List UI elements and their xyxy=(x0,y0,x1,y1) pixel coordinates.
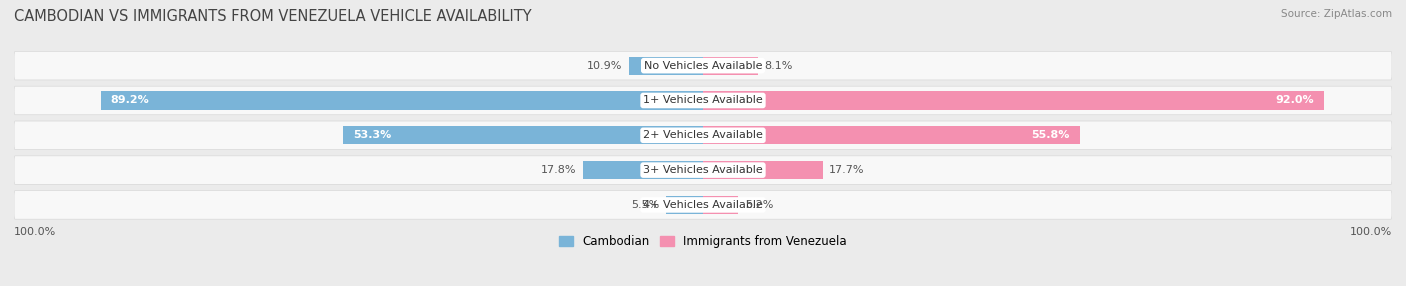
Text: 89.2%: 89.2% xyxy=(111,96,149,106)
FancyBboxPatch shape xyxy=(14,156,1392,184)
Bar xyxy=(100,92,703,110)
Bar xyxy=(703,126,1080,144)
FancyBboxPatch shape xyxy=(14,191,1392,219)
Text: 5.2%: 5.2% xyxy=(745,200,773,210)
Bar xyxy=(703,196,738,214)
Text: 3+ Vehicles Available: 3+ Vehicles Available xyxy=(643,165,763,175)
Text: 55.8%: 55.8% xyxy=(1032,130,1070,140)
Text: 5.5%: 5.5% xyxy=(631,200,659,210)
Text: 17.8%: 17.8% xyxy=(540,165,576,175)
FancyBboxPatch shape xyxy=(14,51,1392,80)
Legend: Cambodian, Immigrants from Venezuela: Cambodian, Immigrants from Venezuela xyxy=(554,230,852,253)
Text: 4+ Vehicles Available: 4+ Vehicles Available xyxy=(643,200,763,210)
Text: 8.1%: 8.1% xyxy=(765,61,793,71)
Text: CAMBODIAN VS IMMIGRANTS FROM VENEZUELA VEHICLE AVAILABILITY: CAMBODIAN VS IMMIGRANTS FROM VENEZUELA V… xyxy=(14,9,531,23)
FancyBboxPatch shape xyxy=(14,86,1392,115)
Bar xyxy=(666,196,703,214)
FancyBboxPatch shape xyxy=(14,121,1392,150)
Bar xyxy=(630,57,703,75)
Text: 1+ Vehicles Available: 1+ Vehicles Available xyxy=(643,96,763,106)
Text: Source: ZipAtlas.com: Source: ZipAtlas.com xyxy=(1281,9,1392,19)
Bar xyxy=(703,57,758,75)
Text: 92.0%: 92.0% xyxy=(1275,96,1315,106)
Text: 100.0%: 100.0% xyxy=(14,227,56,237)
Bar xyxy=(703,92,1324,110)
Text: No Vehicles Available: No Vehicles Available xyxy=(644,61,762,71)
Text: 100.0%: 100.0% xyxy=(1350,227,1392,237)
Text: 17.7%: 17.7% xyxy=(830,165,865,175)
Bar xyxy=(343,126,703,144)
Text: 53.3%: 53.3% xyxy=(353,130,391,140)
Bar xyxy=(582,161,703,179)
Text: 10.9%: 10.9% xyxy=(588,61,623,71)
Text: 2+ Vehicles Available: 2+ Vehicles Available xyxy=(643,130,763,140)
Bar xyxy=(703,161,823,179)
